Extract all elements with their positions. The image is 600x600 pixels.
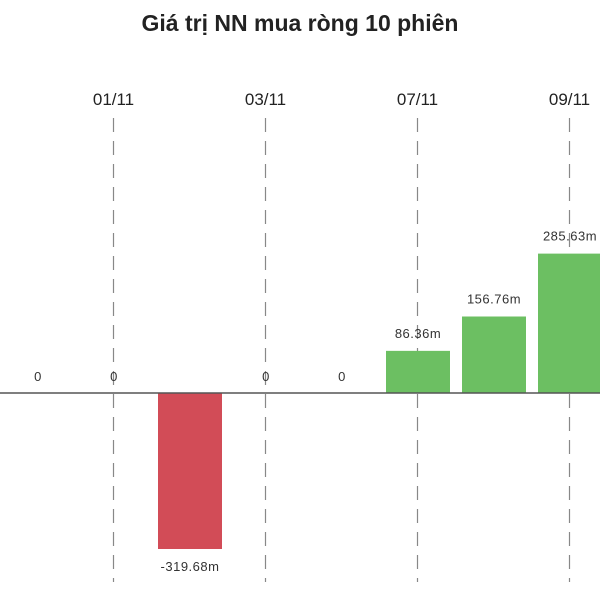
- data-labels: 0 0 -319.68m 0 0 86.36m 156.76m 285.63m: [34, 229, 597, 574]
- data-label: 156.76m: [467, 292, 521, 307]
- data-label: -319.68m: [161, 559, 220, 574]
- x-tick-label: 03/11: [245, 90, 286, 109]
- bars: [158, 253, 600, 549]
- data-label: 86.36m: [395, 326, 441, 341]
- chart-title: Giá trị NN mua ròng 10 phiên: [141, 10, 459, 36]
- data-label: 285.63m: [543, 229, 597, 244]
- x-tick-label: 01/11: [93, 90, 134, 109]
- x-tick-label: 09/11: [549, 90, 590, 109]
- data-label: 0: [262, 369, 270, 384]
- data-label: 0: [110, 369, 118, 384]
- bar: [462, 316, 526, 393]
- data-label: 0: [338, 369, 346, 384]
- bar: [158, 393, 222, 549]
- bar: [538, 253, 600, 393]
- x-axis-ticks: 01/11 03/11 07/11 09/11: [93, 90, 590, 109]
- data-label: 0: [34, 369, 42, 384]
- bar: [386, 350, 450, 393]
- x-tick-label: 07/11: [397, 90, 438, 109]
